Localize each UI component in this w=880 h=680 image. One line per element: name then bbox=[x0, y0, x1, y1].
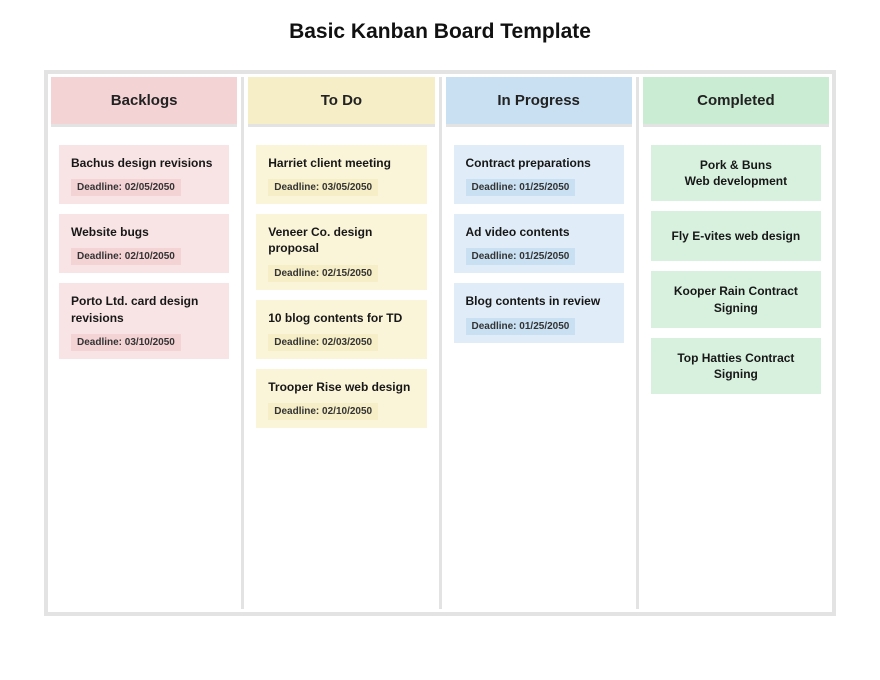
card-title: Ad video contents bbox=[466, 224, 614, 240]
card-title: Pork & BunsWeb development bbox=[685, 157, 787, 189]
card-title: Trooper Rise web design bbox=[268, 379, 416, 395]
card[interactable]: Blog contents in review Deadline: 01/25/… bbox=[454, 283, 624, 342]
column-backlogs: Backlogs Bachus design revisions Deadlin… bbox=[51, 77, 237, 609]
column-todo: To Do Harriet client meeting Deadline: 0… bbox=[248, 77, 434, 609]
card-title: Kooper Rain Contract Signing bbox=[661, 283, 811, 315]
cards-todo: Harriet client meeting Deadline: 03/05/2… bbox=[248, 145, 434, 428]
card-title: Harriet client meeting bbox=[268, 155, 416, 171]
card-title: Top Hatties Contract Signing bbox=[661, 350, 811, 382]
card[interactable]: Trooper Rise web design Deadline: 02/10/… bbox=[256, 369, 426, 428]
card[interactable]: Fly E-vites web design bbox=[651, 211, 821, 261]
card-deadline: Deadline: 01/25/2050 bbox=[466, 179, 576, 196]
card[interactable]: Kooper Rain Contract Signing bbox=[651, 271, 821, 327]
card-title: 10 blog contents for TD bbox=[268, 310, 416, 326]
card-title: Bachus design revisions bbox=[71, 155, 219, 171]
card-deadline: Deadline: 01/25/2050 bbox=[466, 248, 576, 265]
cards-backlogs: Bachus design revisions Deadline: 02/05/… bbox=[51, 145, 237, 359]
card-title: Website bugs bbox=[71, 224, 219, 240]
card[interactable]: Bachus design revisions Deadline: 02/05/… bbox=[59, 145, 229, 204]
column-header-inprogress: In Progress bbox=[446, 77, 632, 127]
card-deadline: Deadline: 02/03/2050 bbox=[268, 334, 378, 351]
column-header-backlogs: Backlogs bbox=[51, 77, 237, 127]
card[interactable]: Veneer Co. design proposal Deadline: 02/… bbox=[256, 214, 426, 289]
card[interactable]: Harriet client meeting Deadline: 03/05/2… bbox=[256, 145, 426, 204]
card[interactable]: Contract preparations Deadline: 01/25/20… bbox=[454, 145, 624, 204]
card[interactable]: Pork & BunsWeb development bbox=[651, 145, 821, 201]
card-deadline: Deadline: 03/10/2050 bbox=[71, 334, 181, 351]
card-deadline: Deadline: 02/10/2050 bbox=[268, 403, 378, 420]
cards-completed: Pork & BunsWeb development Fly E-vites w… bbox=[643, 145, 829, 394]
column-header-completed: Completed bbox=[643, 77, 829, 127]
card-title: Veneer Co. design proposal bbox=[268, 224, 416, 256]
cards-inprogress: Contract preparations Deadline: 01/25/20… bbox=[446, 145, 632, 343]
column-divider bbox=[636, 77, 639, 609]
column-inprogress: In Progress Contract preparations Deadli… bbox=[446, 77, 632, 609]
board-title: Basic Kanban Board Template bbox=[44, 20, 836, 44]
card-title: Fly E-vites web design bbox=[672, 228, 801, 244]
card-deadline: Deadline: 01/25/2050 bbox=[466, 318, 576, 335]
card[interactable]: 10 blog contents for TD Deadline: 02/03/… bbox=[256, 300, 426, 359]
column-completed: Completed Pork & BunsWeb development Fly… bbox=[643, 77, 829, 609]
card-deadline: Deadline: 02/10/2050 bbox=[71, 248, 181, 265]
column-header-todo: To Do bbox=[248, 77, 434, 127]
card-title: Blog contents in review bbox=[466, 293, 614, 309]
card[interactable]: Website bugs Deadline: 02/10/2050 bbox=[59, 214, 229, 273]
card[interactable]: Ad video contents Deadline: 01/25/2050 bbox=[454, 214, 624, 273]
column-divider bbox=[241, 77, 244, 609]
card[interactable]: Top Hatties Contract Signing bbox=[651, 338, 821, 394]
column-divider bbox=[439, 77, 442, 609]
card-deadline: Deadline: 02/15/2050 bbox=[268, 265, 378, 282]
card-deadline: Deadline: 03/05/2050 bbox=[268, 179, 378, 196]
card-title: Contract preparations bbox=[466, 155, 614, 171]
card[interactable]: Porto Ltd. card design revisions Deadlin… bbox=[59, 283, 229, 358]
card-title: Porto Ltd. card design revisions bbox=[71, 293, 219, 325]
card-deadline: Deadline: 02/05/2050 bbox=[71, 179, 181, 196]
kanban-board: Backlogs Bachus design revisions Deadlin… bbox=[44, 70, 836, 616]
